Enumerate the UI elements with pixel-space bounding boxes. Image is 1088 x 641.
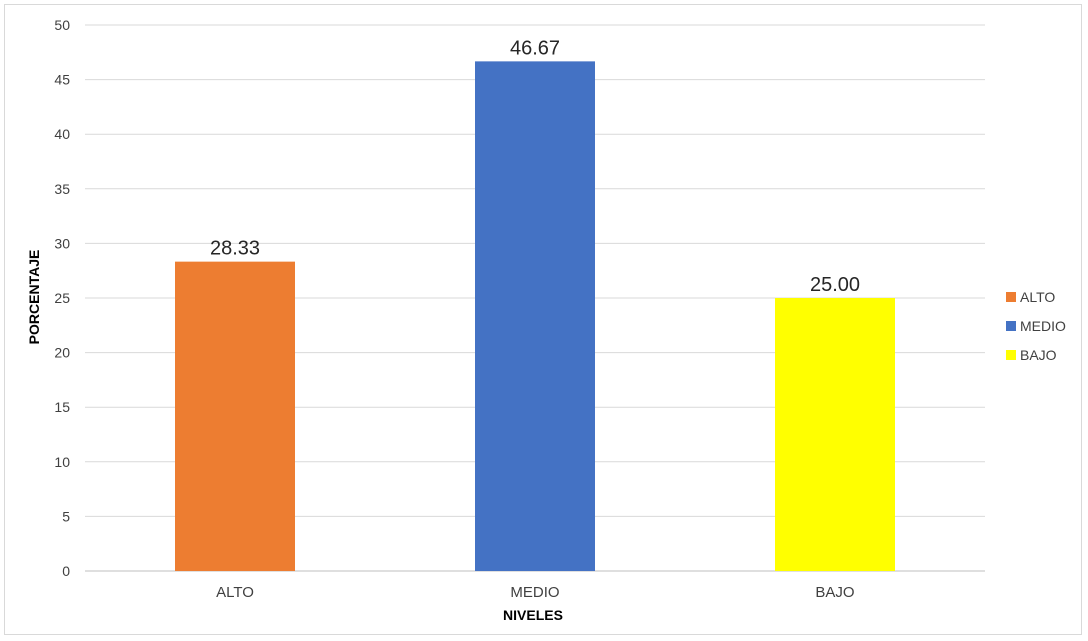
bar-bajo: [775, 298, 895, 571]
y-tick-label: 0: [62, 563, 70, 579]
y-tick-label: 5: [62, 508, 70, 524]
y-tick-label: 35: [54, 181, 70, 197]
data-label-alto: 28.33: [210, 238, 260, 260]
data-label-bajo: 25.00: [810, 274, 860, 296]
y-axis-ticks: 0 5 10 15 20 25 30 35 40 45 50: [54, 17, 70, 579]
bars: [175, 61, 895, 572]
x-category-label: ALTO: [216, 584, 254, 601]
y-tick-label: 10: [54, 454, 70, 470]
y-tick-label: 40: [54, 126, 70, 142]
y-tick-label: 50: [54, 17, 70, 33]
bar-medio: [475, 61, 595, 572]
y-tick-label: 20: [54, 345, 70, 361]
x-axis-categories: ALTO MEDIO BAJO: [216, 584, 854, 601]
y-axis-title: PORCENTAJE: [26, 250, 42, 345]
bar-alto: [175, 261, 295, 571]
x-category-label: BAJO: [815, 584, 854, 601]
legend: ALTO MEDIO BAJO: [1006, 289, 1066, 363]
x-axis-title: NIVELES: [503, 607, 563, 623]
y-tick-label: 15: [54, 399, 70, 415]
y-tick-label: 45: [54, 72, 70, 88]
legend-label-medio: MEDIO: [1020, 318, 1066, 334]
legend-label-bajo: BAJO: [1020, 347, 1057, 363]
y-tick-label: 30: [54, 235, 70, 251]
legend-label-alto: ALTO: [1020, 289, 1055, 305]
y-tick-label: 25: [54, 290, 70, 306]
data-label-medio: 46.67: [510, 37, 560, 59]
data-labels: 28.33 46.67 25.00: [210, 37, 860, 296]
legend-swatch-medio: [1006, 321, 1016, 331]
legend-swatch-bajo: [1006, 350, 1016, 360]
x-category-label: MEDIO: [510, 584, 559, 601]
legend-swatch-alto: [1006, 292, 1016, 302]
